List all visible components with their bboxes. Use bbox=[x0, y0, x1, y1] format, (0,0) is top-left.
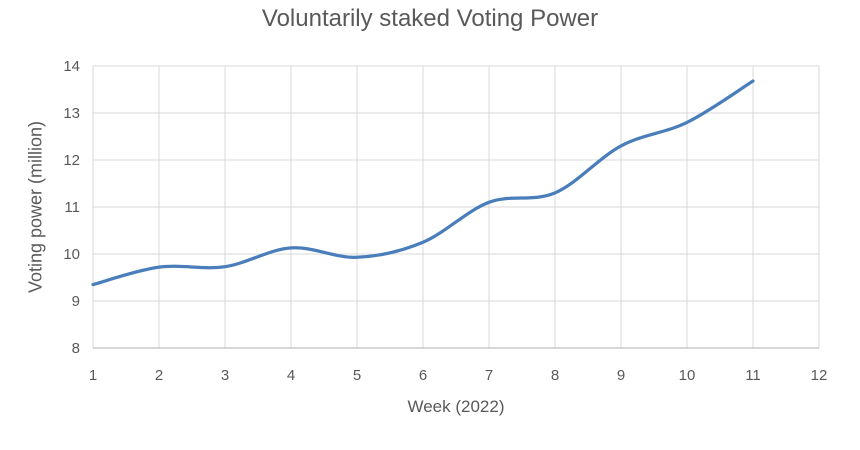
x-tick-label: 1 bbox=[89, 367, 97, 384]
x-tick-label: 4 bbox=[287, 367, 295, 384]
x-tick-label: 3 bbox=[221, 367, 229, 384]
x-tick-label: 8 bbox=[551, 367, 559, 384]
x-tick-label: 12 bbox=[811, 367, 828, 384]
x-tick-label: 9 bbox=[617, 367, 625, 384]
y-tick-label: 14 bbox=[63, 58, 80, 75]
y-tick-label: 13 bbox=[63, 105, 80, 122]
x-tick-label: 11 bbox=[745, 367, 761, 384]
y-tick-label: 10 bbox=[63, 246, 80, 263]
x-tick-label: 5 bbox=[353, 367, 361, 384]
y-tick-label: 9 bbox=[72, 293, 80, 310]
y-tick-label: 11 bbox=[64, 199, 80, 216]
x-tick-label: 2 bbox=[155, 367, 163, 384]
x-tick-label: 7 bbox=[485, 367, 493, 384]
x-axis-title: Week (2022) bbox=[407, 397, 505, 416]
x-tick-label: 6 bbox=[419, 367, 427, 384]
y-tick-label: 8 bbox=[72, 340, 80, 357]
x-tick-label: 10 bbox=[679, 367, 696, 384]
chart-title: Voluntarily staked Voting Power bbox=[261, 5, 599, 32]
y-tick-label: 12 bbox=[63, 152, 80, 169]
series-line bbox=[91, 79, 755, 287]
